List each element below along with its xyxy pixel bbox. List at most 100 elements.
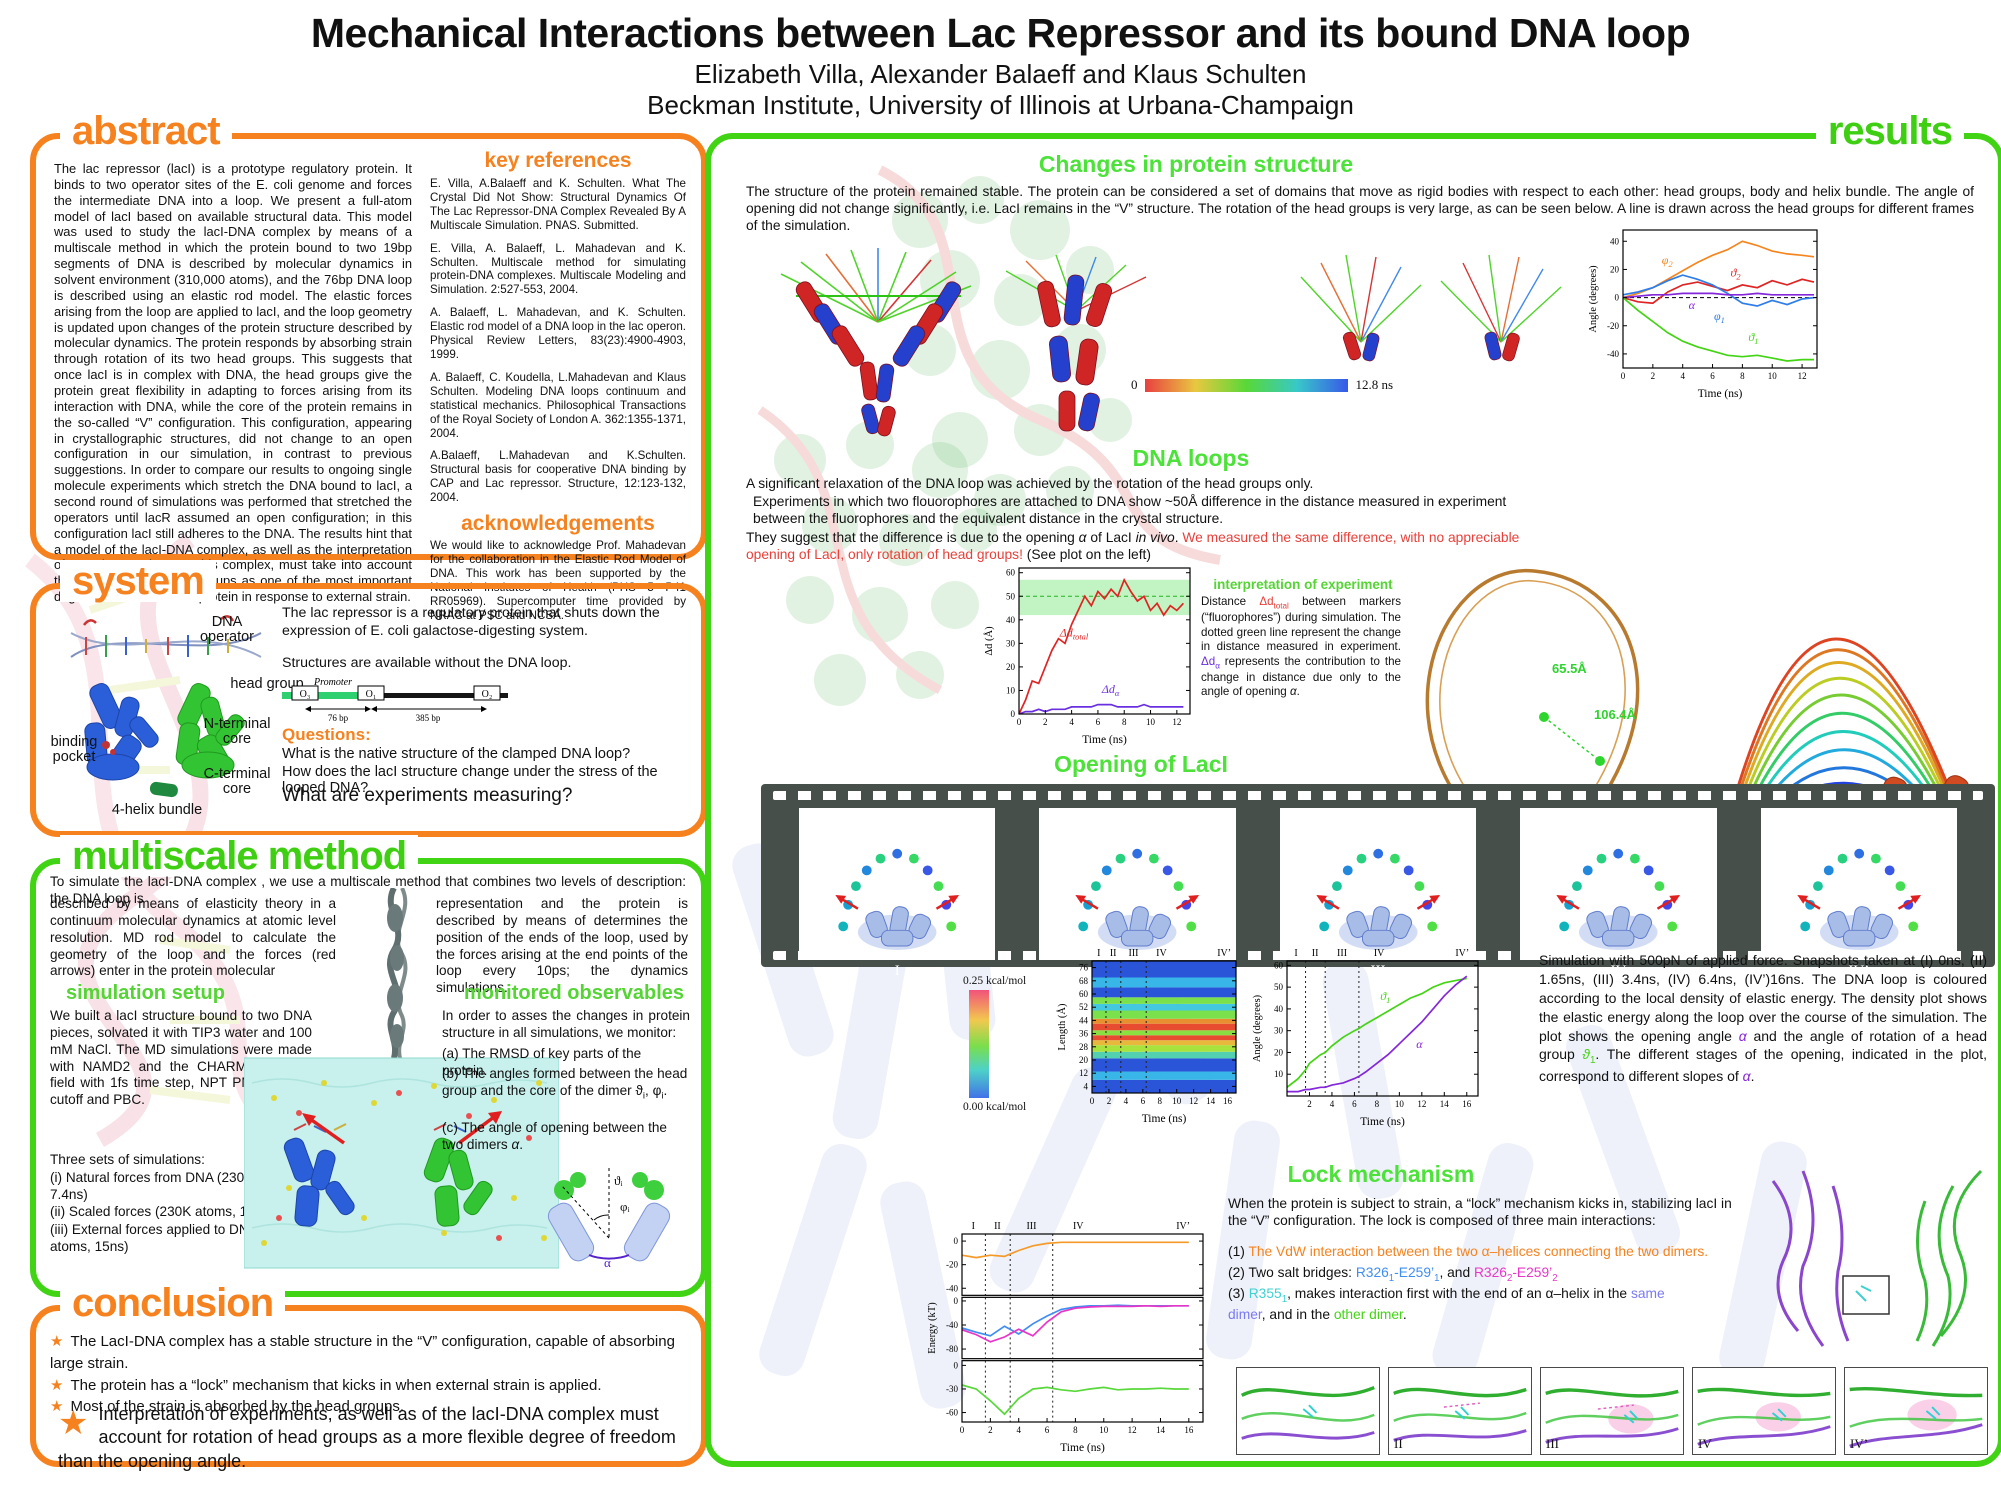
elastic-energy-density-chart: 4 12 20 28 36 44 52 60 68 76 0 2 4 6 8 10 12 14 16 Time (ns…: [1056, 944, 1244, 1126]
label-4-helix-bundle: 4-helix bundle: [111, 802, 203, 818]
svg-text:16: 16: [1223, 1096, 1233, 1106]
svg-text:-30: -30: [946, 1384, 958, 1394]
svg-text:II: II: [1110, 948, 1117, 959]
head-group-superposition-figure: [1005, 254, 1147, 432]
svg-text:0: 0: [954, 1360, 959, 1370]
svg-text:20: 20: [1274, 1047, 1284, 1057]
svg-text:III: III: [1026, 1221, 1036, 1232]
poster-affiliation: Beckman Institute, University of Illinoi…: [647, 90, 1354, 120]
svg-text:ϑ2: ϑ2: [1730, 265, 1740, 281]
svg-text:8: 8: [1158, 1096, 1163, 1106]
svg-text:ϑ1: ϑ1: [1748, 330, 1758, 346]
results-section: results Changes in protein structure The…: [705, 110, 2001, 1467]
conclusion-bullet: ★ The LacI-DNA complex has a stable struc…: [50, 1333, 675, 1372]
acknowledgements-heading: acknowledgements: [461, 512, 655, 536]
opening-angle-chart: 10 20 30 40 50 60 ϑ1 α 2 4 6 8 10 12 14 16 Time (ns) Angl…: [1251, 944, 1486, 1129]
svg-text:68: 68: [1079, 976, 1089, 986]
label-binding-pocket: binding pocket: [50, 734, 98, 766]
distance-change-chart: 0 10 20 30 40 50 60 Δdtotal Δdα 0 2 4 6 8 10 12 Time (ns…: [983, 559, 1198, 747]
simulation-item: (iii) External forces applied to DNA (31…: [50, 1222, 298, 1254]
energy-colorbar: 0.25 kcal/mol 0.00 kcal/mol: [963, 975, 1063, 1113]
svg-text:III: III: [1337, 948, 1347, 959]
lock-interaction-panels: II III: [1236, 1367, 1988, 1455]
svg-text:4: 4: [1680, 371, 1685, 381]
svg-text:12: 12: [1189, 1096, 1198, 1106]
observables-intro: In order to asses the changes in protein…: [442, 1008, 690, 1040]
poster-authors: Elizabeth Villa, Alexander Balaeff and K…: [694, 59, 1307, 89]
svg-text:36: 36: [1079, 1029, 1089, 1039]
label-head-group: head group: [230, 676, 304, 692]
film-frame-cell: I: [799, 808, 996, 979]
svg-text:6: 6: [1096, 717, 1101, 727]
svg-text:O₂: O₂: [482, 689, 493, 700]
svg-text:8: 8: [1073, 1425, 1078, 1435]
svg-text:-40: -40: [946, 1283, 958, 1293]
monitored-observables-heading: monitored observables: [463, 982, 685, 1004]
label-c-terminal-core: C-terminal core: [203, 766, 271, 798]
svg-text:40: 40: [1610, 236, 1620, 246]
laci-v-structure-figure: [780, 248, 972, 437]
observable-item: (b) The angles formed between the head g…: [442, 1066, 688, 1102]
svg-text:60: 60: [1006, 568, 1016, 578]
svg-text:0: 0: [1011, 709, 1016, 719]
svg-text:30: 30: [1006, 638, 1016, 648]
svg-text:IV’: IV’: [1217, 948, 1231, 959]
simulation-item: (i) Natural forces from DNA (230K atoms,…: [50, 1170, 298, 1202]
lock-panel: [1236, 1367, 1380, 1455]
observable-item: (c) The angle of opening between the two…: [442, 1120, 667, 1152]
label-theta: ϑᵢ: [614, 1173, 623, 1188]
svg-text:12: 12: [1798, 371, 1807, 381]
laci-opening-frame-figure: [1761, 808, 1957, 960]
film-frame: [799, 808, 996, 961]
reference-item: A. Balaeff, L. Mahadevan, and K. Schulte…: [430, 306, 686, 361]
svg-text:-80: -80: [946, 1344, 958, 1354]
distance-label-2: 106.4Å: [1594, 707, 1636, 722]
observable-item: (a) The RMSD of key parts of the protein…: [442, 1046, 642, 1078]
head-group-rotation-frames-figure: [1300, 254, 1562, 362]
film-frame-label: I: [894, 963, 900, 980]
svg-text:12: 12: [1417, 1099, 1426, 1109]
elastic-rod-and-waterbox-figure: [244, 888, 559, 1269]
lock-panel: III: [1540, 1367, 1684, 1455]
label-alpha: α: [604, 1255, 611, 1270]
questions-heading: Questions:: [282, 725, 371, 744]
svg-text:-40: -40: [946, 1320, 958, 1330]
svg-text:8: 8: [1375, 1099, 1380, 1109]
svg-text:20: 20: [1610, 264, 1620, 274]
svg-text:6: 6: [1141, 1096, 1146, 1106]
key-references-heading: key references: [484, 149, 632, 172]
opening-caption: Simulation with 500pN of applied force. …: [1539, 952, 1988, 1085]
angle-definition-figure: [547, 1168, 671, 1262]
svg-text:III: III: [1129, 948, 1139, 959]
conclusion-section: conclusion ★ The LacI-DNA complex has a s…: [30, 1282, 707, 1471]
method-intro-line: To simulate the lacI-DNA complex , we us…: [50, 874, 686, 906]
svg-text:76 bp: 76 bp: [328, 713, 349, 723]
simulations-intro: Three sets of simulations:: [50, 1152, 205, 1167]
svg-text:-20: -20: [1607, 321, 1619, 331]
svg-text:4: 4: [1330, 1099, 1335, 1109]
method-section: multiscale method To simulate the lacI-D…: [30, 835, 707, 1297]
svg-text:-60: -60: [946, 1408, 958, 1418]
film-frame-cell: III: [1279, 808, 1477, 979]
time-gradient-bar: [1144, 378, 1349, 392]
reference-item: A. Balaeff, C. Koudella, L.Mahadevan and…: [430, 370, 686, 440]
svg-text:12: 12: [1128, 1425, 1137, 1435]
angle-definition-diagram: ϑᵢ φᵢ α: [524, 1160, 694, 1284]
svg-text:Δd (Å): Δd (Å): [983, 626, 995, 656]
svg-text:14: 14: [1156, 1425, 1166, 1435]
svg-text:20: 20: [1079, 1055, 1089, 1065]
film-frame: [1520, 808, 1717, 961]
svg-text:I: I: [1294, 948, 1297, 959]
svg-text:10: 10: [1172, 1096, 1182, 1106]
svg-text:Time (ns): Time (ns): [1060, 1442, 1105, 1454]
svg-text:16: 16: [1184, 1425, 1194, 1435]
svg-text:385 bp: 385 bp: [416, 713, 441, 723]
energy-colorbar-max: 0.25 kcal/mol: [963, 975, 1027, 987]
svg-text:28: 28: [1079, 1042, 1089, 1052]
question-2: How does the lacI structure change under…: [282, 764, 658, 796]
svg-text:50: 50: [1274, 982, 1284, 992]
reference-item: A.Balaeff, L.Mahadevan and K.Schulten. S…: [430, 449, 686, 505]
svg-text:40: 40: [1006, 615, 1016, 625]
svg-text:φ2: φ2: [1662, 253, 1673, 269]
svg-text:0: 0: [954, 1296, 959, 1306]
